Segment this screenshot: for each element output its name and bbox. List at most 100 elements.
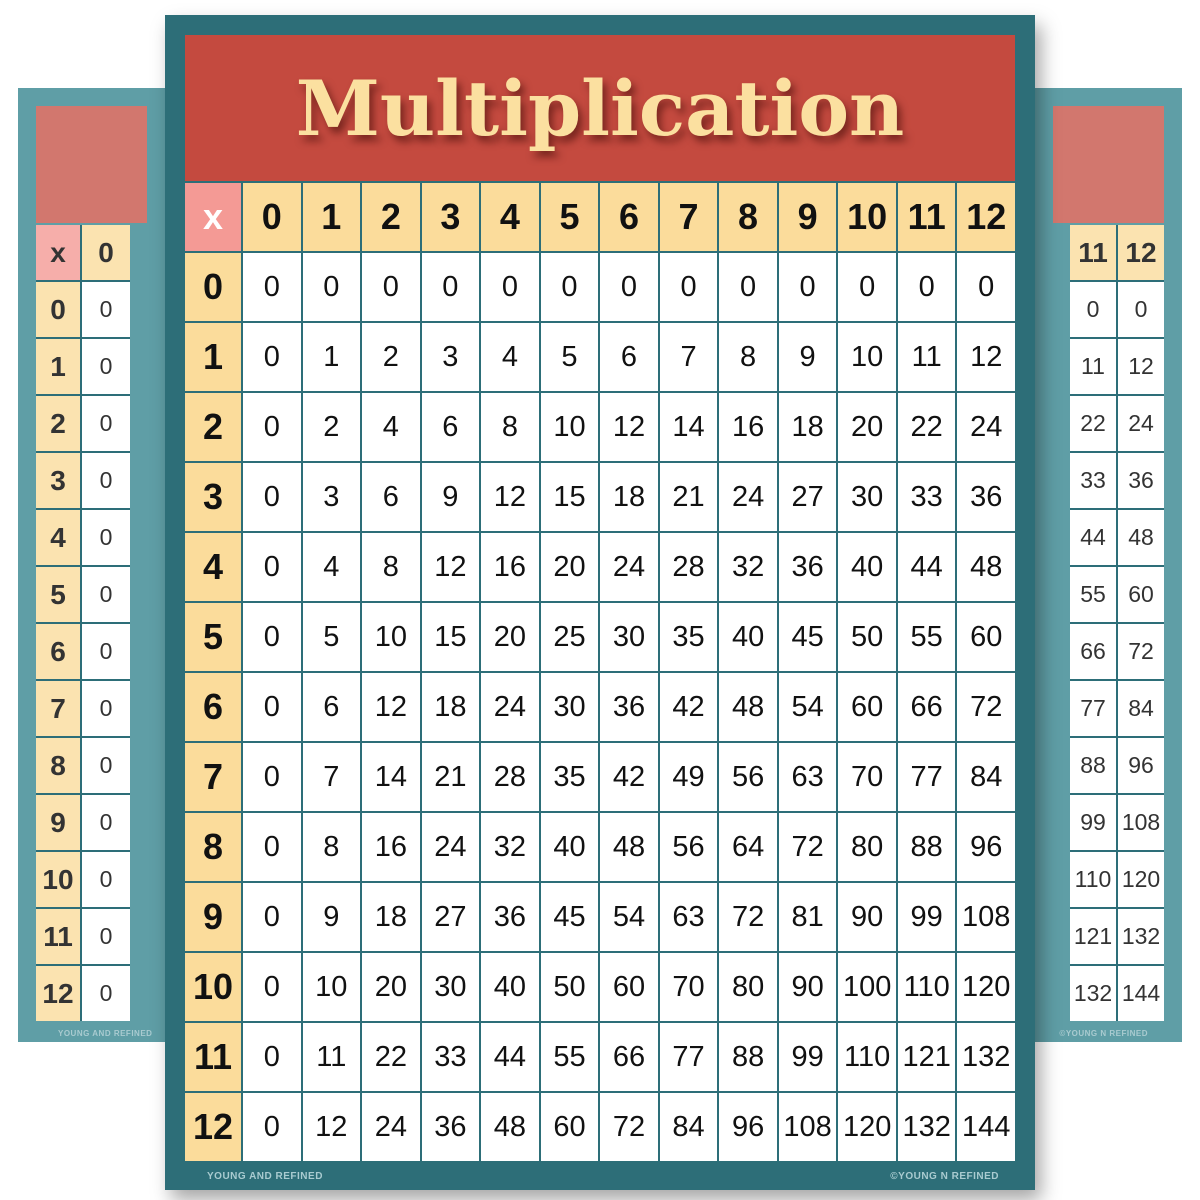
- table-cell: 48: [1118, 510, 1164, 565]
- table-cell: 22: [1070, 396, 1116, 451]
- table-cell: 9: [778, 323, 837, 391]
- table-cell: 49: [659, 743, 718, 811]
- row-header: 7: [185, 743, 241, 811]
- table-cell: 7: [659, 323, 718, 391]
- table-cell: 132: [897, 1093, 956, 1161]
- table-cell: 11: [302, 1023, 361, 1091]
- table-cell: 0: [82, 909, 130, 964]
- table-cell: 22: [897, 393, 956, 461]
- table-cell: 0: [957, 253, 1015, 321]
- table-cell: 8: [481, 393, 539, 461]
- table-cell: 8: [719, 323, 777, 391]
- table-cell: 48: [719, 673, 777, 741]
- table-cell: 0: [362, 253, 420, 321]
- table-cell: 108: [957, 883, 1015, 951]
- column-header: 11: [897, 183, 956, 251]
- table-cell: 63: [778, 743, 837, 811]
- table-cell: 16: [481, 533, 539, 601]
- table-cell: 144: [957, 1093, 1015, 1161]
- row-header: 10: [36, 852, 80, 907]
- table-cell: 60: [1118, 567, 1164, 622]
- table-cell: 6: [302, 673, 361, 741]
- table-cell: 90: [778, 953, 837, 1021]
- table-cell: 48: [600, 813, 658, 881]
- table-cell: 0: [778, 253, 837, 321]
- table-cell: 84: [1118, 681, 1164, 736]
- table-cell: 5: [302, 603, 361, 671]
- table-cell: 18: [778, 393, 837, 461]
- table-cell: 0: [82, 339, 130, 394]
- table-cell: 0: [82, 852, 130, 907]
- table-cell: 77: [1070, 681, 1116, 736]
- table-cell: 0: [838, 253, 896, 321]
- table-cell: 9: [302, 883, 361, 951]
- table-cell: 4: [302, 533, 361, 601]
- table-cell: 10: [838, 323, 896, 391]
- table-cell: 0: [243, 743, 301, 811]
- background-poster-left: x 0 0 0 1 0 2 0 3 0 4 0 5 0 6 0 7 0 8 0 9 0 10 0 11 0 12 0 YOUNG AND…: [18, 88, 165, 1042]
- table-cell: 60: [600, 953, 658, 1021]
- table-cell: 20: [540, 533, 599, 601]
- table-cell: 20: [838, 393, 896, 461]
- background-poster-right: 11 12 0 0 11 12 22 24 33 36 44 48 55 60 66 72 77 84 88 96 99…: [1035, 88, 1182, 1042]
- row-header: 2: [36, 396, 80, 451]
- table-cell: 54: [778, 673, 837, 741]
- table-cell: 12: [1118, 339, 1164, 394]
- table-cell: 32: [481, 813, 539, 881]
- table-cell: 33: [421, 1023, 480, 1091]
- table-cell: 132: [957, 1023, 1015, 1091]
- table-cell: 30: [540, 673, 599, 741]
- table-cell: 77: [659, 1023, 718, 1091]
- table-cell: 80: [719, 953, 777, 1021]
- table-cell: 72: [719, 883, 777, 951]
- table-cell: 0: [82, 453, 130, 508]
- table-cell: 44: [1070, 510, 1116, 565]
- table-cell: 60: [838, 673, 896, 741]
- table-cell: 6: [362, 463, 420, 531]
- table-cell: 55: [1070, 567, 1116, 622]
- table-cell: 99: [1070, 795, 1116, 850]
- table-cell: 42: [659, 673, 718, 741]
- table-cell: 11: [1070, 339, 1116, 394]
- table-cell: 48: [957, 533, 1015, 601]
- table-cell: 108: [778, 1093, 837, 1161]
- row-header: 12: [185, 1093, 241, 1161]
- table-cell: 24: [719, 463, 777, 531]
- table-cell: 121: [897, 1023, 956, 1091]
- table-cell: 30: [600, 603, 658, 671]
- column-header: 5: [540, 183, 599, 251]
- table-cell: 0: [82, 282, 130, 337]
- table-cell: 12: [362, 673, 420, 741]
- table-cell: 110: [838, 1023, 896, 1091]
- poster-title: Multiplication: [185, 35, 1015, 181]
- table-cell: 12: [421, 533, 480, 601]
- poster-title: [36, 106, 147, 223]
- table-cell: 99: [778, 1023, 837, 1091]
- table-cell: 0: [302, 253, 361, 321]
- table-cell: 0: [82, 738, 130, 793]
- table-cell: 2: [362, 323, 420, 391]
- table-cell: 24: [600, 533, 658, 601]
- table-cell: 0: [243, 953, 301, 1021]
- table-cell: 25: [540, 603, 599, 671]
- footer-brand-left: YOUNG AND REFINED: [58, 1029, 153, 1038]
- table-cell: 0: [82, 795, 130, 850]
- table-cell: 96: [719, 1093, 777, 1161]
- footer-copyright: ©YOUNG N REFINED: [1059, 1029, 1148, 1038]
- row-header: 3: [36, 453, 80, 508]
- row-header: 0: [185, 253, 241, 321]
- table-cell: 6: [600, 323, 658, 391]
- column-header: 12: [957, 183, 1015, 251]
- table-cell: 0: [82, 624, 130, 679]
- row-header: 6: [36, 624, 80, 679]
- row-header: 1: [185, 323, 241, 391]
- table-cell: 7: [302, 743, 361, 811]
- table-cell: 144: [1118, 966, 1164, 1021]
- row-header: 9: [36, 795, 80, 850]
- table-cell: 88: [1070, 738, 1116, 793]
- table-cell: 21: [659, 463, 718, 531]
- table-cell: 81: [778, 883, 837, 951]
- table-cell: 66: [1070, 624, 1116, 679]
- column-header: 4: [481, 183, 539, 251]
- table-cell: 8: [362, 533, 420, 601]
